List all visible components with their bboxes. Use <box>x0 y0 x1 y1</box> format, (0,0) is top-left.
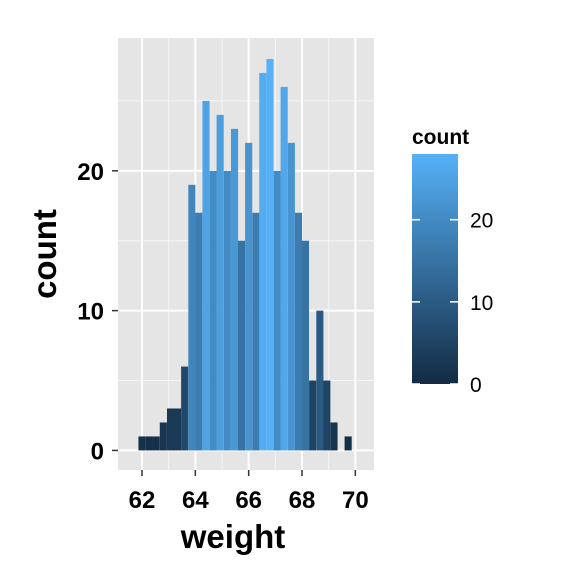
histogram-bar <box>266 58 274 451</box>
histogram-bar <box>138 436 146 451</box>
histogram-bar <box>145 436 153 451</box>
histogram-bar <box>330 422 338 451</box>
legend-label: 20 <box>470 210 493 233</box>
histogram-bar <box>245 142 253 451</box>
histogram-bar <box>223 170 231 451</box>
histogram-bar <box>173 408 182 451</box>
histogram-bar <box>188 184 196 451</box>
histogram-bar <box>159 422 167 451</box>
legend-label: 0 <box>470 374 482 397</box>
x-tick-label: 62 <box>129 487 156 514</box>
legend-colorbar <box>412 154 458 384</box>
legend: count 0 10 20 <box>412 126 493 397</box>
x-tick-label: 68 <box>289 487 316 514</box>
histogram-bar <box>181 366 189 451</box>
x-tick-label: 70 <box>342 487 369 514</box>
histogram-bar <box>152 436 160 451</box>
histogram-bar <box>166 408 175 451</box>
histogram-bar <box>259 72 267 451</box>
histogram-bar <box>323 380 331 451</box>
histogram-bar <box>216 114 224 451</box>
histogram-bars <box>138 58 352 451</box>
legend-label: 10 <box>470 292 493 315</box>
histogram-bar <box>344 436 352 451</box>
histogram-bar <box>309 380 317 451</box>
histogram-bar <box>237 240 246 451</box>
legend-ticks: 0 10 20 <box>412 210 493 397</box>
histogram-bar <box>209 170 217 451</box>
histogram-bar <box>202 100 210 451</box>
y-tick-label: 10 <box>77 299 104 326</box>
y-axis-title: count <box>26 209 63 299</box>
legend-title: count <box>412 126 469 149</box>
histogram-bar <box>252 212 260 451</box>
histogram-bar <box>195 212 203 451</box>
x-tick-label: 66 <box>235 487 262 514</box>
histogram-bar <box>230 128 239 451</box>
y-tick-label: 0 <box>91 438 104 465</box>
histogram-bar <box>294 212 303 451</box>
histogram-bar <box>301 240 310 451</box>
x-tick-label: 64 <box>182 487 209 514</box>
histogram-bar <box>287 142 295 451</box>
histogram-bar <box>280 86 288 451</box>
y-tick-label: 20 <box>77 159 104 186</box>
histogram-bar <box>273 170 281 451</box>
x-axis-title: weight <box>180 518 286 555</box>
histogram-bar <box>316 310 324 451</box>
axes: 62 64 66 68 70 0 10 20 <box>77 159 368 514</box>
